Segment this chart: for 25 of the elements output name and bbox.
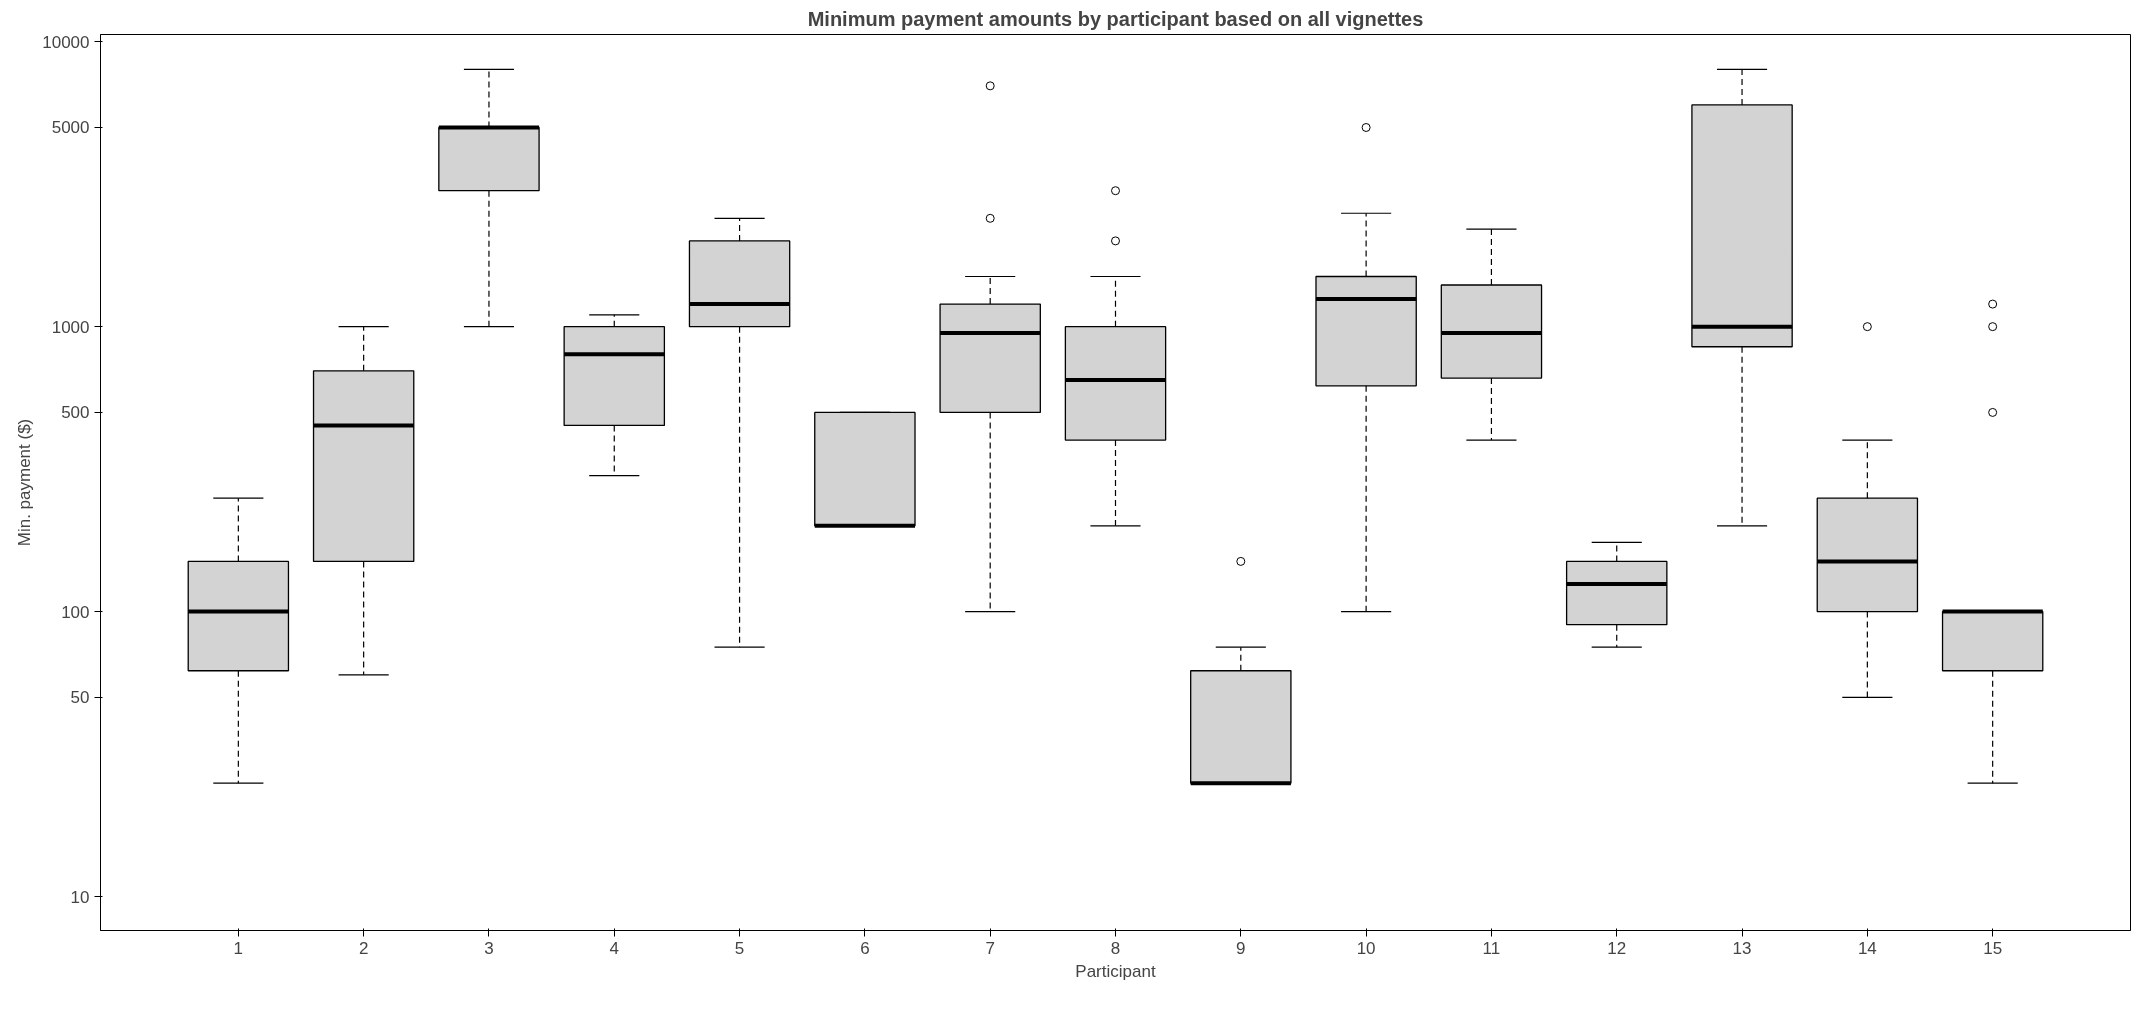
- y-axis-title: Min. payment ($): [15, 418, 35, 547]
- y-tick-label: 10: [70, 887, 90, 907]
- x-tick-label: 7: [985, 938, 995, 958]
- x-tick-label: 4: [609, 938, 620, 958]
- x-tick-label: 3: [484, 938, 494, 958]
- y-tick-label: 10000: [42, 32, 90, 52]
- x-tick-label: 15: [1983, 938, 2003, 958]
- x-tick-label: 12: [1607, 938, 1627, 958]
- x-tick-label: 2: [358, 938, 369, 958]
- x-tick-label: 5: [734, 938, 745, 958]
- x-tick-label: 14: [1857, 938, 1877, 958]
- y-tick-label: 50: [70, 688, 90, 708]
- y-tick-label: 500: [61, 403, 90, 423]
- y-tick-label: 1000: [51, 317, 90, 337]
- x-tick-label: 1: [233, 938, 244, 958]
- x-tick-label: 13: [1732, 938, 1752, 958]
- x-tick-label: 10: [1356, 938, 1376, 958]
- x-tick-label: 11: [1482, 938, 1501, 958]
- x-tick-label: 8: [1110, 938, 1121, 958]
- y-tick-label: 100: [61, 602, 90, 622]
- y-tick-label: 5000: [51, 118, 90, 138]
- x-tick-label: 6: [860, 938, 870, 958]
- x-tick-label: 9: [1236, 938, 1246, 958]
- chart-title: Minimum payment amounts by participant based on all vignettes: [807, 7, 1424, 30]
- x-axis-title: Participant: [1075, 961, 1156, 981]
